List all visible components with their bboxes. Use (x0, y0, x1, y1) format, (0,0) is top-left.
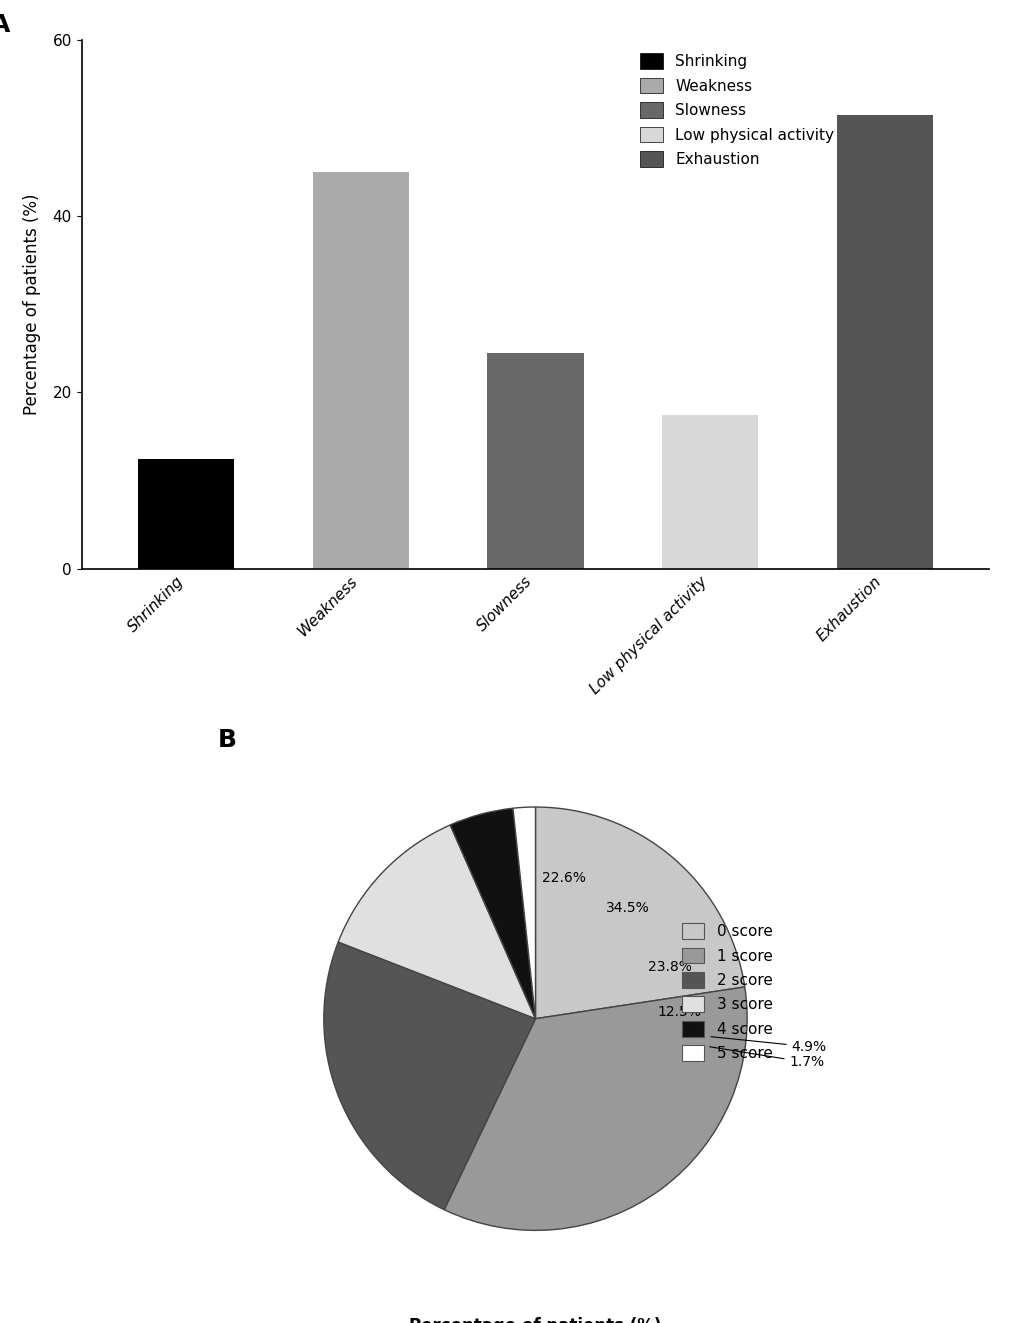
Wedge shape (443, 987, 747, 1230)
Wedge shape (323, 942, 535, 1209)
Legend: 0 score, 1 score, 2 score, 3 score, 4 score, 5 score: 0 score, 1 score, 2 score, 3 score, 4 sc… (675, 917, 779, 1068)
Bar (836, 115, 931, 569)
Text: 23.8%: 23.8% (647, 960, 691, 974)
Text: 1.7%: 1.7% (709, 1046, 824, 1069)
Y-axis label: Percentage of patients (%): Percentage of patients (%) (23, 193, 42, 415)
Text: 12.5%: 12.5% (656, 1004, 700, 1019)
Text: A: A (0, 13, 10, 37)
Wedge shape (535, 807, 744, 1019)
Text: 4.9%: 4.9% (710, 1037, 826, 1053)
Text: B: B (218, 728, 236, 751)
Bar (487, 353, 583, 569)
Wedge shape (338, 826, 535, 1019)
Legend: Shrinking, Weakness, Slowness, Low physical activity, Exhaustion: Shrinking, Weakness, Slowness, Low physi… (633, 48, 840, 173)
Text: 34.5%: 34.5% (605, 901, 649, 916)
Bar (313, 172, 409, 569)
Wedge shape (513, 807, 535, 1019)
Wedge shape (449, 808, 535, 1019)
Bar (661, 414, 757, 569)
Text: Percentage of patients (%): Percentage of patients (%) (409, 1316, 661, 1323)
Bar (139, 459, 234, 569)
Text: 22.6%: 22.6% (541, 871, 585, 885)
